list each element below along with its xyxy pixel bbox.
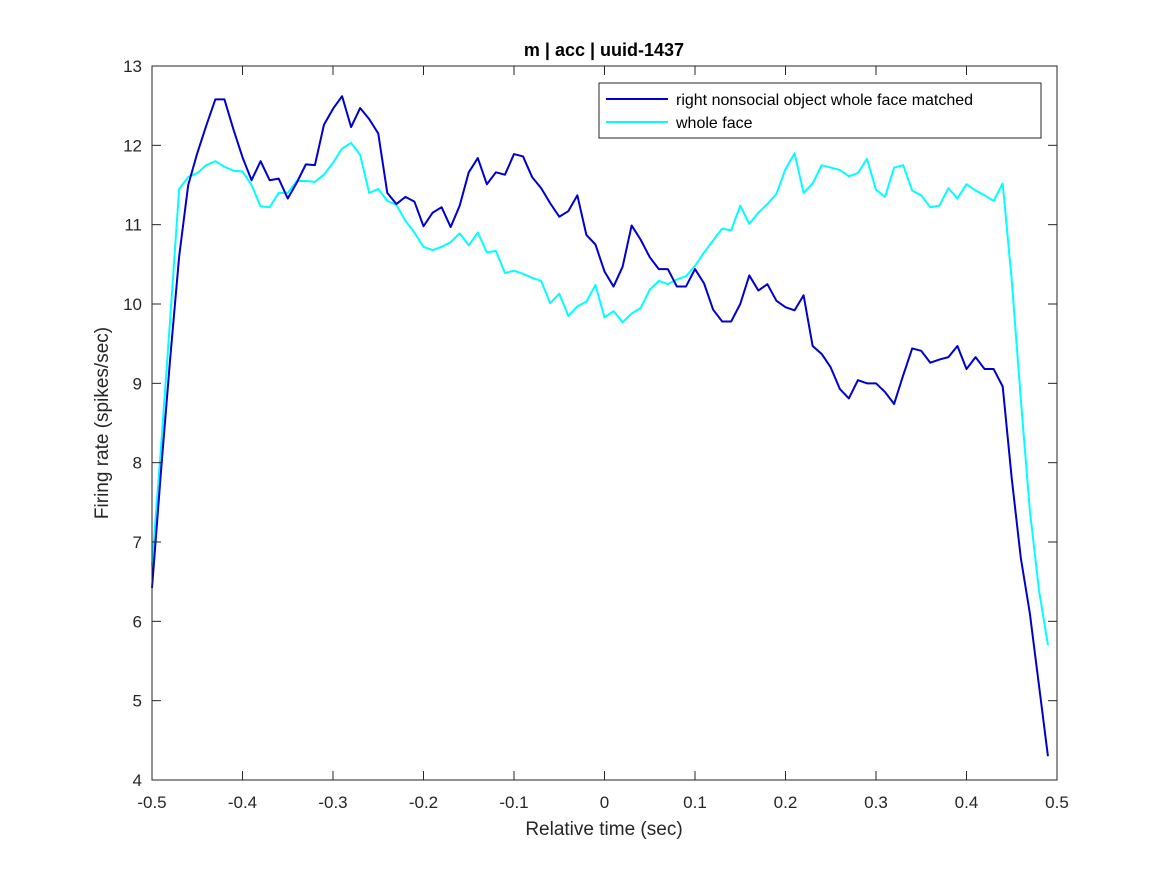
x-tick-label: 0 <box>600 793 609 812</box>
y-tick-label: 8 <box>133 454 142 473</box>
x-axis-ticks: -0.5 -0.4 -0.3 -0.2 -0.1 0 0.1 0.2 0.3 0.4 0.5 <box>137 66 1069 812</box>
y-axis-ticks: 4 5 6 7 8 9 10 11 12 13 <box>123 57 1057 790</box>
y-tick-label: 4 <box>133 771 142 790</box>
x-tick-label: 0.2 <box>774 793 798 812</box>
series-line-2 <box>151 141 1049 646</box>
y-tick-label: 7 <box>133 533 142 552</box>
x-tick-label: 0.5 <box>1045 793 1069 812</box>
series-group <box>151 95 1049 757</box>
legend-box <box>598 82 1042 139</box>
y-tick-label: 5 <box>133 692 142 711</box>
plot-area <box>152 66 1057 780</box>
y-tick-label: 9 <box>133 374 142 393</box>
legend: right nonsocial object whole face matche… <box>598 82 1042 139</box>
x-tick-label: -0.2 <box>409 793 438 812</box>
series-line-1 <box>151 95 1049 757</box>
x-tick-label: 0.3 <box>864 793 888 812</box>
x-tick-label: -0.4 <box>228 793 257 812</box>
y-tick-label: 11 <box>124 216 142 235</box>
x-tick-label: 0.1 <box>683 793 707 812</box>
y-axis-label: Firing rate (spikes/sec) <box>92 327 113 519</box>
x-tick-label: 0.4 <box>955 793 979 812</box>
y-tick-label: 12 <box>123 136 142 155</box>
y-tick-label: 6 <box>133 612 142 631</box>
y-tick-label: 10 <box>123 295 142 314</box>
legend-label-series-2: whole face <box>675 115 753 132</box>
x-axis-label: Relative time (sec) <box>525 819 682 840</box>
legend-label-series-1: right nonsocial object whole face matche… <box>676 92 973 109</box>
y-tick-label: 13 <box>123 57 142 76</box>
x-tick-label: -0.5 <box>137 793 166 812</box>
x-tick-label: -0.3 <box>318 793 347 812</box>
chart-title: m | acc | uuid-1437 <box>524 40 684 60</box>
x-tick-label: -0.1 <box>499 793 528 812</box>
